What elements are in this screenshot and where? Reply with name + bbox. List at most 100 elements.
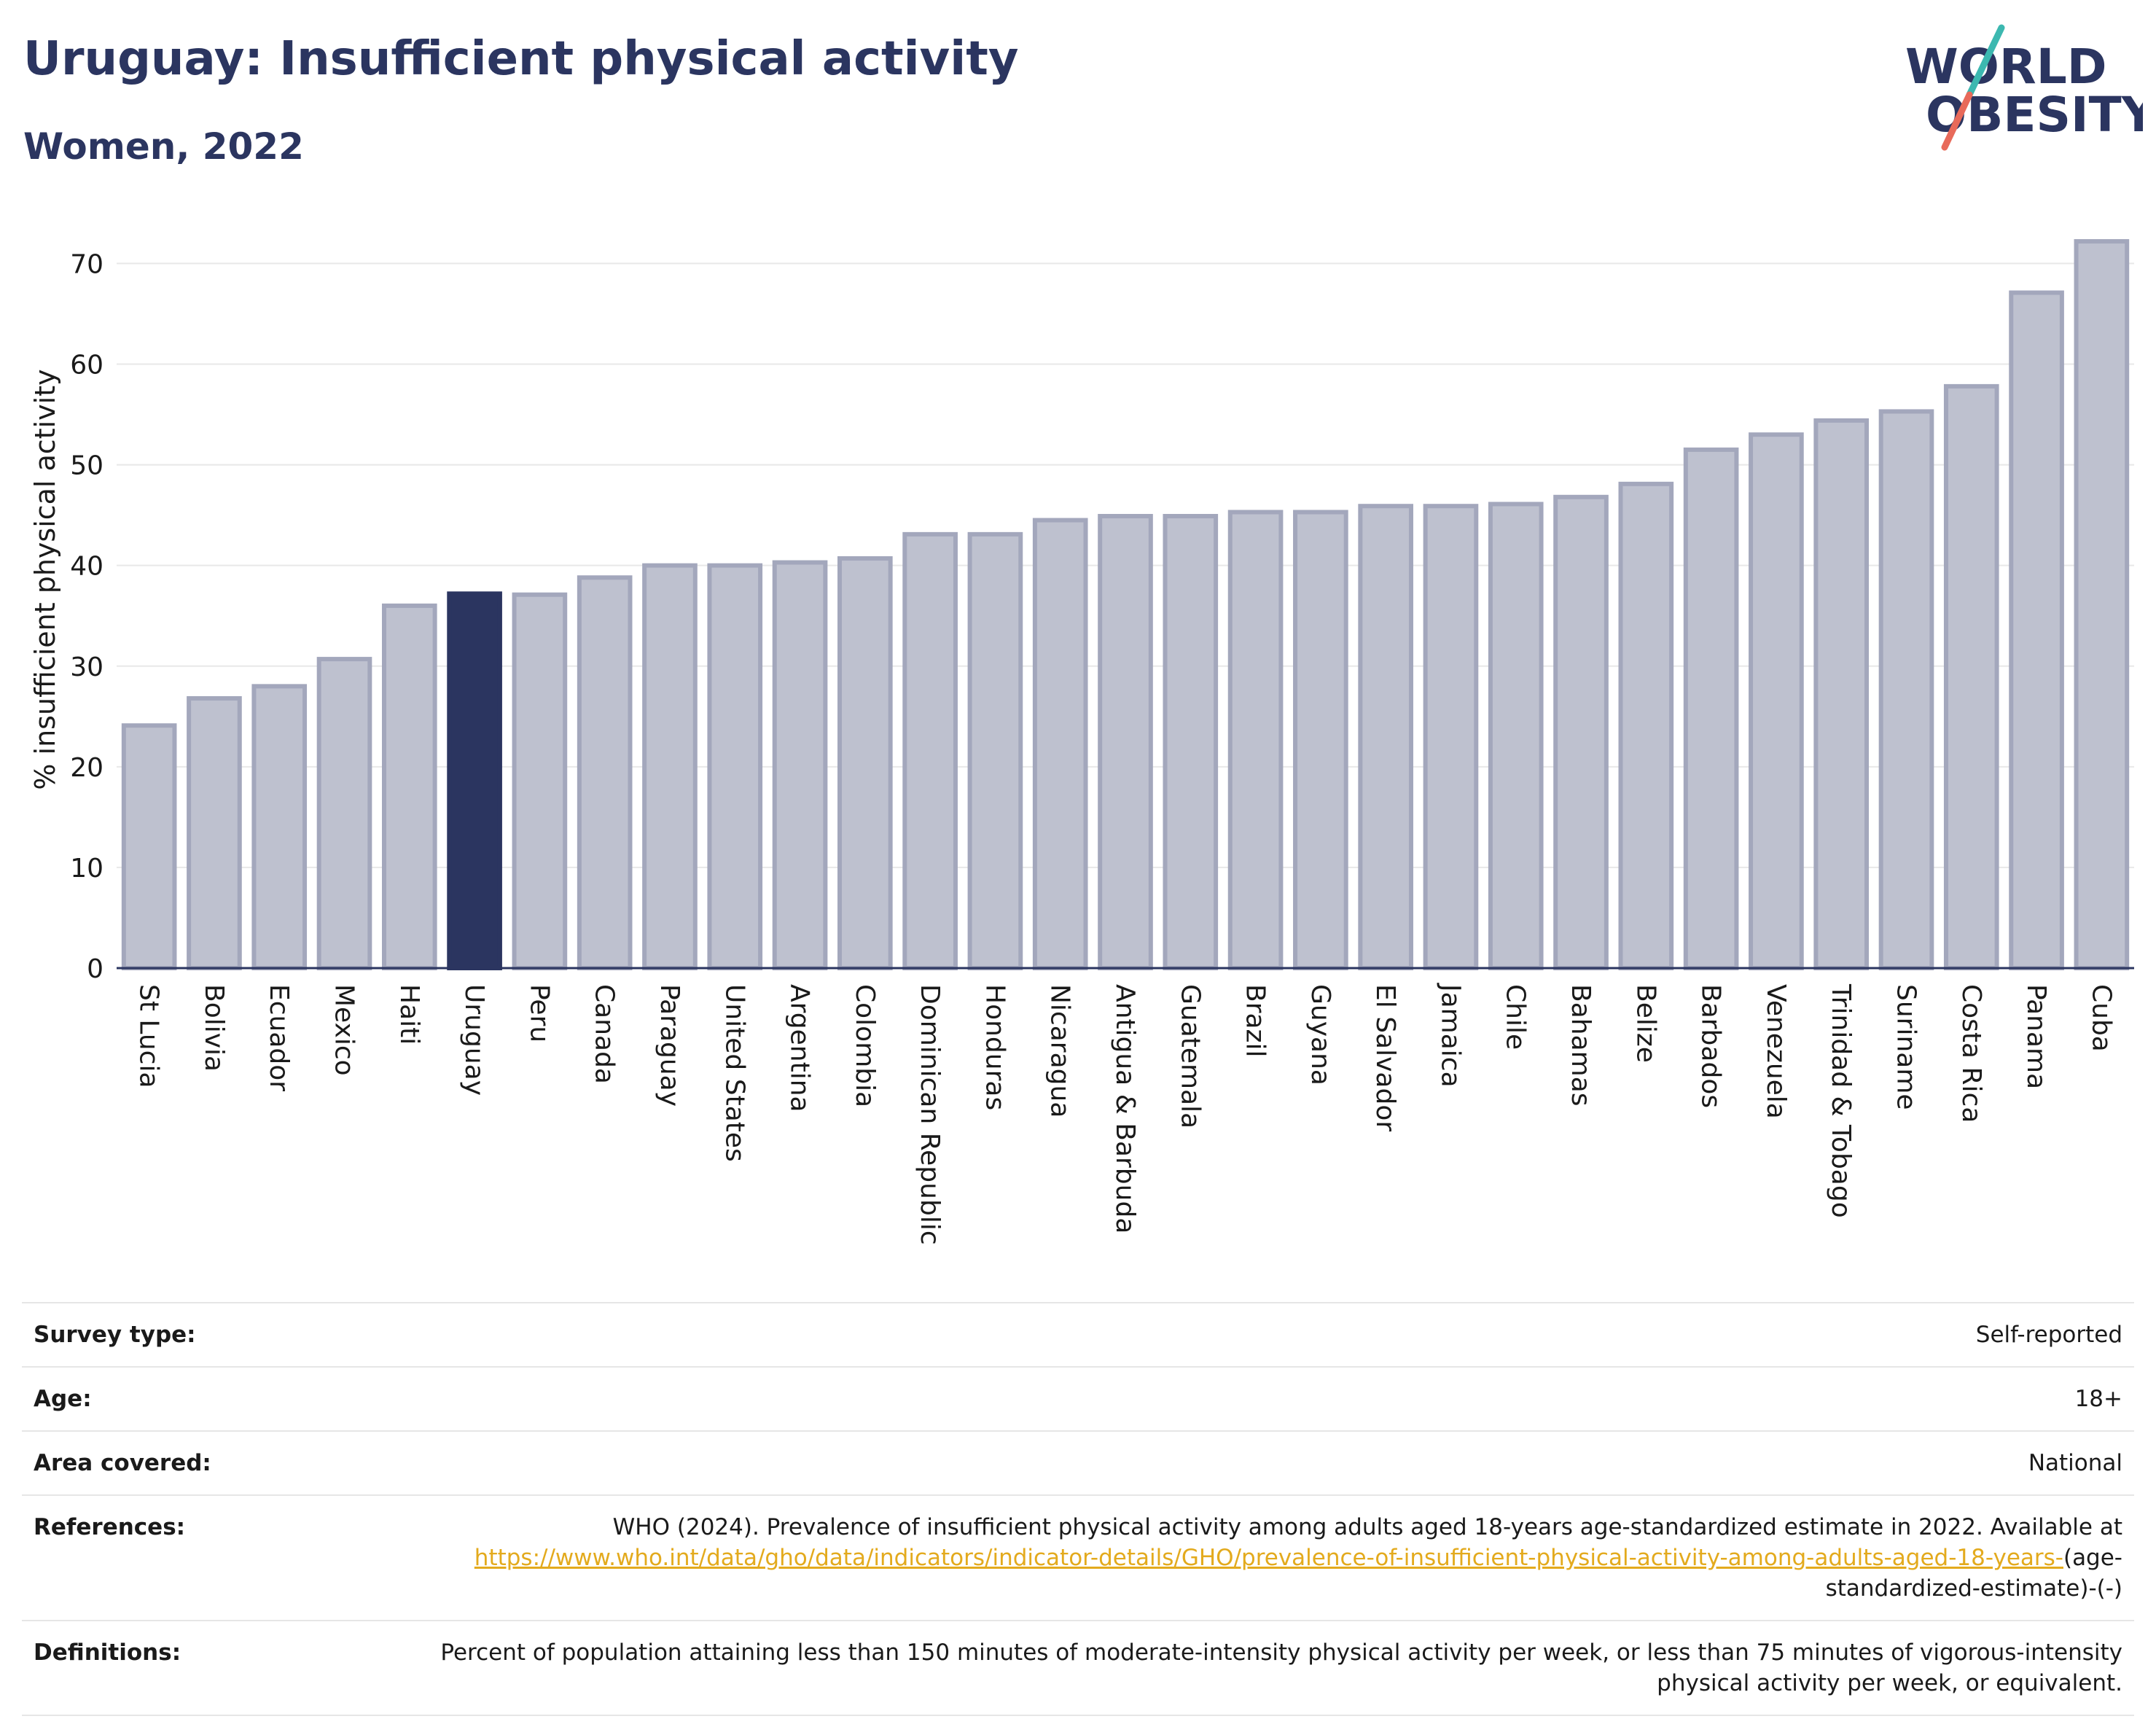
bars [121, 239, 2130, 971]
bar [1943, 383, 1999, 970]
x-tick-label: Venezuela [1761, 984, 1791, 1119]
y-axis-ticks: 0 10 20 30 40 50 60 70 [70, 249, 103, 984]
x-tick-label: Costa Rica [1956, 984, 1986, 1123]
bar-chart: 0 10 20 30 40 50 60 70 St Lucia Bolivia Ecuador Me… [29, 239, 2134, 1245]
bar [121, 723, 177, 970]
y-tick-label: 30 [70, 652, 103, 682]
x-tick-label: Bolivia [199, 984, 229, 1072]
y-tick-label: 20 [70, 753, 103, 783]
bar [1227, 510, 1284, 970]
x-tick-label: Uruguay [459, 984, 489, 1096]
x-tick-label: Guyana [1305, 984, 1335, 1085]
bar [316, 657, 372, 970]
chart-title: Uruguay: Insufficient physical activity [23, 32, 1019, 86]
x-tick-label: Cuba [2086, 984, 2116, 1052]
age-label: Age: [34, 1386, 92, 1412]
y-axis-label: % insufficient physical activity [29, 369, 61, 789]
bar [707, 563, 763, 971]
world-obesity-logo: WORLD OBESITY [1905, 24, 2143, 151]
bar [381, 603, 437, 970]
area-covered-label: Area covered: [34, 1450, 211, 1476]
bar [1163, 514, 1219, 970]
bar [1618, 481, 1674, 970]
x-tick-label: Colombia [850, 984, 880, 1107]
x-tick-label: Jamaica [1435, 983, 1465, 1088]
bar [837, 556, 893, 970]
bar [1098, 514, 1153, 970]
bar [902, 531, 958, 970]
definitions-value: Percent of population attaining less tha… [440, 1640, 2122, 1696]
x-tick-label: Barbados [1696, 984, 1726, 1108]
bar [1553, 494, 1609, 970]
bar [1293, 510, 1348, 970]
x-tick-label: Panama [2021, 984, 2051, 1089]
definitions-label: Definitions: [34, 1640, 181, 1666]
survey-type-value: Self-reported [1975, 1322, 2122, 1348]
info-row-definitions: Definitions: Percent of population attai… [22, 1621, 2134, 1715]
references-label: References: [34, 1514, 186, 1540]
y-tick-label: 10 [70, 854, 103, 884]
bar [1488, 502, 1544, 970]
bar [447, 591, 502, 970]
bar [2074, 239, 2130, 971]
info-table: Survey type: Self-reported Age: 18+ Area… [22, 1302, 2134, 1716]
x-tick-label: Honduras [980, 984, 1009, 1110]
x-tick-label: Peru [524, 984, 554, 1042]
x-tick-label: United States [719, 984, 749, 1162]
y-tick-label: 70 [70, 249, 103, 279]
logo-slash-teal [1966, 24, 2005, 98]
y-tick-label: 0 [87, 954, 103, 984]
bar [1423, 504, 1479, 970]
bar [1878, 409, 1934, 971]
x-tick-label: Suriname [1891, 984, 1921, 1110]
bar [2009, 290, 2064, 970]
x-tick-label: Argentina [785, 984, 815, 1112]
bar [1813, 418, 1870, 970]
x-tick-label: Nicaragua [1045, 984, 1075, 1118]
bar [1683, 447, 1739, 970]
bar [642, 563, 698, 971]
x-tick-label: St Lucia [134, 984, 164, 1088]
survey-type-label: Survey type: [34, 1322, 196, 1348]
x-tick-label: Ecuador [264, 984, 294, 1091]
bar [1358, 504, 1413, 970]
x-tick-label: El Salvador [1370, 984, 1400, 1131]
logo-slash-coral [1941, 91, 1973, 151]
references-value: WHO (2024). Prevalence of insufficient p… [337, 1495, 2134, 1621]
bar [187, 695, 242, 970]
x-tick-label: Mexico [329, 984, 359, 1076]
references-text: WHO (2024). Prevalence of insufficient p… [612, 1514, 2122, 1540]
x-axis-ticks: St Lucia Bolivia Ecuador Mexico Haiti Uruguay… [134, 983, 2117, 1245]
x-tick-label: Guatemala [1175, 984, 1205, 1128]
chart-subtitle: Women, 2022 [23, 125, 304, 168]
x-tick-label: Haiti [394, 984, 424, 1045]
x-tick-label: Antigua & Barbuda [1110, 984, 1140, 1233]
x-tick-label: Bahamas [1566, 984, 1595, 1107]
bar [251, 684, 308, 970]
bar [772, 560, 828, 971]
info-row-survey-type: Survey type: Self-reported [22, 1303, 2134, 1367]
references-link-suffix: (age-standardized-estimate)-(-) [1825, 1545, 2122, 1602]
x-tick-label: Trinidad & Tobago [1826, 983, 1856, 1218]
info-row-area: Area covered: National [22, 1431, 2134, 1495]
bar [1032, 518, 1088, 970]
area-covered-value: National [2028, 1450, 2122, 1476]
x-tick-label: Dominican Republic [915, 984, 945, 1245]
logo-word-world: WORLD [1905, 39, 2107, 95]
info-row-age: Age: 18+ [22, 1367, 2134, 1431]
x-tick-label: Belize [1630, 984, 1660, 1063]
y-tick-label: 50 [70, 451, 103, 481]
age-value: 18+ [2074, 1386, 2122, 1412]
bar [512, 592, 568, 970]
y-tick-label: 40 [70, 552, 103, 582]
bar [1749, 432, 1804, 971]
references-link[interactable]: https://www.who.int/data/gho/data/indica… [474, 1545, 2063, 1571]
x-tick-label: Canada [590, 984, 620, 1084]
bar [577, 575, 633, 970]
info-row-references: References: WHO (2024). Prevalence of in… [22, 1495, 2134, 1621]
x-tick-label: Chile [1501, 984, 1531, 1050]
x-tick-label: Paraguay [655, 984, 684, 1107]
bar [967, 531, 1023, 970]
y-tick-label: 60 [70, 351, 103, 381]
x-tick-label: Brazil [1241, 984, 1270, 1057]
